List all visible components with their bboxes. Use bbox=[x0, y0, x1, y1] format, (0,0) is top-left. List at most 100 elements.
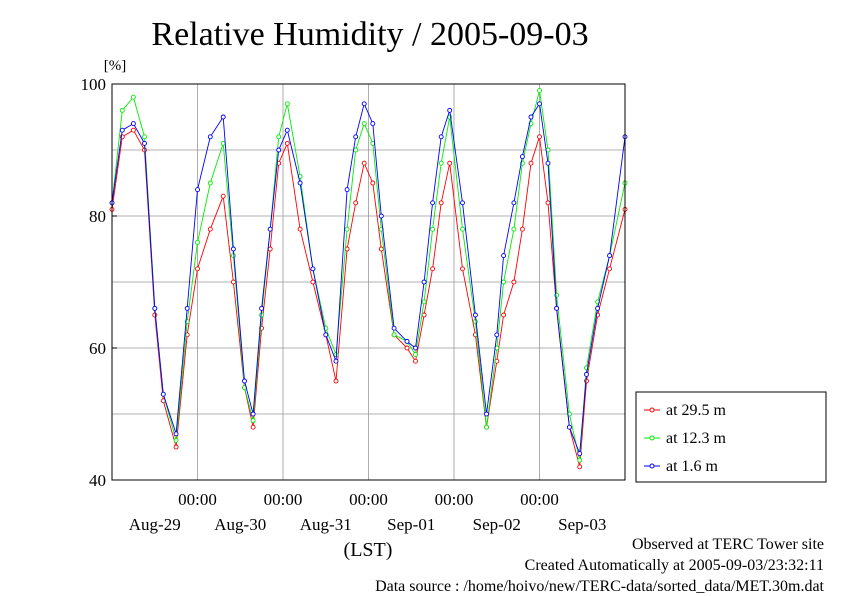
chart-title: Relative Humidity / 2005-09-03 bbox=[151, 16, 588, 53]
data-point bbox=[297, 226, 303, 232]
data-point bbox=[438, 160, 444, 166]
footer-source: Data source : /home/hoivo/new/TERC-data/… bbox=[375, 578, 824, 595]
data-point bbox=[220, 193, 226, 199]
data-point bbox=[554, 305, 560, 311]
data-point bbox=[460, 266, 465, 272]
data-point bbox=[577, 464, 583, 470]
data-point bbox=[370, 180, 376, 186]
y-tick-label: 60 bbox=[89, 339, 106, 358]
legend-marker bbox=[649, 407, 655, 413]
data-point bbox=[607, 266, 613, 272]
y-tick-label: 40 bbox=[89, 471, 106, 490]
data-point bbox=[537, 134, 542, 140]
data-point bbox=[207, 134, 213, 140]
data-point bbox=[447, 107, 453, 113]
data-point bbox=[152, 305, 158, 311]
x-date-label: Aug-31 bbox=[300, 515, 352, 534]
data-point bbox=[344, 187, 350, 193]
data-point bbox=[511, 279, 517, 285]
data-point bbox=[370, 121, 376, 127]
x-time-label: 00:00 bbox=[264, 490, 303, 509]
data-point bbox=[430, 226, 436, 232]
data-point bbox=[297, 180, 303, 186]
data-point bbox=[284, 140, 290, 146]
y-axis-label: [%] bbox=[104, 58, 127, 74]
data-point bbox=[545, 160, 551, 166]
x-time-label: 00:00 bbox=[178, 490, 217, 509]
data-point bbox=[220, 140, 226, 146]
legend-box bbox=[635, 391, 827, 483]
legend-marker bbox=[649, 463, 655, 469]
x-time-label: 00:00 bbox=[520, 490, 559, 509]
data-point bbox=[284, 127, 290, 133]
data-point bbox=[404, 345, 410, 351]
data-point bbox=[184, 305, 190, 311]
data-point bbox=[460, 200, 465, 206]
data-point bbox=[333, 378, 339, 384]
data-point bbox=[276, 147, 282, 153]
data-point bbox=[310, 266, 316, 272]
legend-label: at 12.3 m bbox=[666, 430, 727, 447]
legend: at 29.5 m at 12.3 m at 1.6 m bbox=[635, 391, 827, 483]
data-point bbox=[195, 187, 200, 193]
data-point bbox=[430, 266, 436, 272]
data-point bbox=[413, 358, 418, 364]
x-axis-label: (LST) bbox=[344, 539, 393, 561]
data-point bbox=[577, 457, 583, 463]
data-point bbox=[421, 312, 427, 318]
data-point bbox=[421, 279, 427, 285]
data-point bbox=[119, 107, 125, 113]
data-point bbox=[430, 200, 436, 206]
data-point bbox=[378, 213, 384, 219]
data-point bbox=[472, 312, 478, 318]
data-point bbox=[595, 305, 601, 311]
x-date-label: Aug-30 bbox=[214, 515, 266, 534]
data-point bbox=[501, 253, 507, 259]
data-point bbox=[353, 200, 359, 206]
data-point bbox=[195, 239, 200, 245]
y-tick-label: 100 bbox=[81, 75, 107, 94]
footer-created: Created Automatically at 2005-09-03/23:3… bbox=[524, 557, 824, 574]
data-point bbox=[545, 200, 551, 206]
data-point bbox=[353, 134, 359, 140]
data-point bbox=[438, 134, 444, 140]
data-point bbox=[344, 226, 350, 232]
data-point bbox=[404, 338, 410, 344]
data-point bbox=[378, 246, 384, 252]
data-point bbox=[501, 279, 507, 285]
data-point bbox=[160, 391, 166, 397]
x-time-label: 00:00 bbox=[349, 490, 388, 509]
data-point bbox=[566, 424, 572, 430]
data-point bbox=[250, 411, 256, 417]
data-point bbox=[173, 437, 179, 443]
data-point bbox=[207, 180, 213, 186]
data-point bbox=[494, 332, 500, 338]
data-point bbox=[537, 101, 542, 107]
footer-site: Observed at TERC Tower site bbox=[631, 536, 824, 553]
data-point bbox=[276, 134, 282, 140]
data-point bbox=[554, 292, 560, 298]
series-group bbox=[109, 88, 628, 470]
data-point bbox=[173, 431, 179, 437]
data-point bbox=[284, 101, 290, 107]
data-point bbox=[519, 226, 525, 232]
data-point bbox=[519, 154, 525, 160]
data-point bbox=[361, 160, 367, 166]
data-point bbox=[267, 226, 273, 232]
data-point bbox=[130, 121, 136, 127]
data-point bbox=[333, 358, 339, 364]
data-point bbox=[537, 88, 542, 94]
data-point bbox=[259, 305, 265, 311]
data-point bbox=[460, 226, 465, 232]
data-point bbox=[130, 127, 136, 133]
data-point bbox=[484, 424, 489, 430]
data-point bbox=[577, 451, 583, 457]
x-date-label: Sep-01 bbox=[387, 515, 435, 534]
data-point bbox=[501, 312, 507, 318]
grid-lines bbox=[112, 84, 625, 480]
data-point bbox=[413, 345, 418, 351]
data-point bbox=[528, 114, 534, 120]
data-point bbox=[230, 279, 236, 285]
data-point bbox=[142, 134, 147, 140]
